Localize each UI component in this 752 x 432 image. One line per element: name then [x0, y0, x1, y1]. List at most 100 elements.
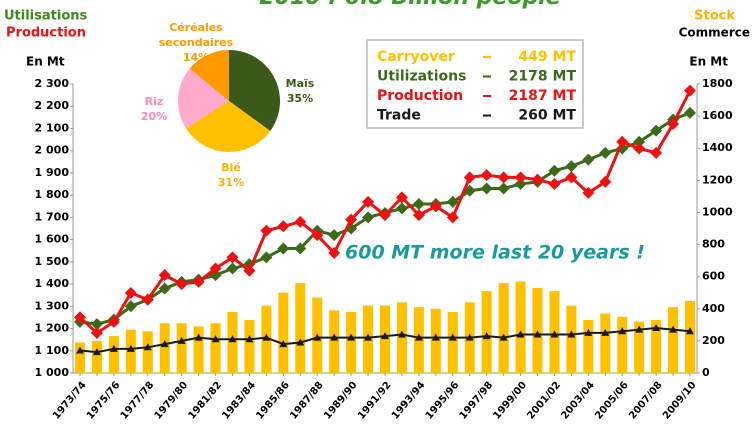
y-tick-label: 1 800 [35, 188, 70, 201]
marker [279, 340, 288, 348]
y-tick-label: 1 300 [35, 299, 70, 312]
marker [92, 348, 101, 356]
x-tick-label: 1995/96 [424, 380, 462, 422]
bar [142, 331, 153, 373]
marker [565, 160, 578, 173]
x-tick-label: 2009/10 [661, 380, 699, 422]
marker [245, 335, 254, 343]
annotation: 600 MT more last 20 years ! [345, 242, 645, 264]
marker [584, 328, 593, 336]
marker [362, 211, 375, 224]
marker [362, 195, 375, 208]
bar [566, 305, 577, 373]
y2-tick-label: 400 [702, 302, 725, 315]
x-tick-label: 1975/76 [85, 380, 123, 422]
bar [227, 311, 238, 373]
pie-value: 31% [217, 176, 245, 189]
marker [669, 325, 678, 333]
marker [328, 246, 341, 259]
marker [548, 164, 561, 177]
marker [124, 300, 137, 313]
x-tick-label: 2001/02 [525, 380, 563, 422]
marker [599, 146, 612, 159]
y-tick-label: 1 600 [35, 233, 70, 246]
marker [601, 328, 610, 336]
bar [668, 307, 679, 373]
bar [193, 326, 204, 373]
marker [633, 142, 646, 155]
bar [583, 320, 594, 373]
y-tick-label: 2 200 [35, 99, 70, 112]
pie-label: Blé 31% [201, 160, 261, 190]
marker [448, 333, 457, 341]
marker [74, 311, 86, 324]
pie-category: Blé [221, 161, 241, 174]
x-tick-label: 1977/78 [119, 380, 157, 422]
x-tick-label: 1997/98 [458, 380, 496, 422]
marker [243, 264, 256, 277]
marker [480, 169, 493, 182]
marker [328, 229, 341, 242]
pie-value: 35% [286, 92, 314, 105]
x-tick-label: 1991/92 [356, 380, 394, 422]
x-tick-label: 2003/04 [559, 380, 597, 422]
y2-unit: En Mt [689, 55, 728, 69]
y2-tick-label: 1200 [702, 173, 733, 186]
bar [481, 291, 492, 373]
pie-category: Céréales secondaires [158, 21, 234, 49]
marker [262, 333, 271, 341]
marker [499, 333, 508, 341]
marker [514, 171, 527, 184]
marker [381, 332, 389, 340]
marker [618, 327, 627, 335]
pie-slice [185, 101, 271, 153]
marker [109, 344, 118, 352]
legend-value: 2178 MT [509, 69, 577, 85]
bar [380, 305, 390, 373]
marker [347, 333, 356, 341]
y-tick-label: 1 700 [35, 210, 70, 223]
marker [667, 118, 680, 131]
bar [346, 311, 357, 373]
marker [412, 209, 425, 222]
legend-value: 449 MT [518, 49, 576, 65]
bar [685, 300, 695, 373]
pie-label: Céréales secondaires 14% [141, 20, 251, 65]
marker [260, 224, 273, 237]
marker [497, 182, 510, 195]
legend-box [366, 39, 584, 129]
marker [90, 318, 103, 331]
x-tick-label: 2007/08 [627, 380, 665, 422]
x-tick-label: 1985/86 [254, 380, 292, 422]
y2-tick-label: 1400 [702, 141, 733, 154]
legend-name: Carryover [377, 49, 455, 65]
y2-tick-label: 0 [702, 366, 710, 379]
x-tick-label: 1973/74 [51, 380, 89, 422]
y-tick-label: 2 300 [35, 77, 70, 90]
bar [244, 320, 255, 373]
marker [345, 213, 358, 226]
pie-value: 20% [140, 110, 168, 123]
marker [226, 262, 239, 275]
bar [108, 336, 119, 373]
bar [634, 321, 645, 373]
pie-slice [189, 50, 229, 101]
y-tick-label: 1 500 [35, 255, 70, 268]
chart-title: 2010 : 6.8 Billion people [259, 0, 560, 10]
x-tick-label: 1981/82 [187, 380, 225, 422]
marker [684, 106, 696, 119]
marker [616, 135, 629, 148]
marker [633, 135, 646, 148]
marker [395, 191, 408, 204]
marker [209, 262, 222, 275]
marker [175, 278, 188, 291]
marker [211, 335, 220, 343]
x-tick-label: 1979/80 [153, 380, 191, 422]
y2-tick-label: 600 [702, 270, 725, 283]
legend-value: 2187 MT [509, 88, 577, 104]
marker [126, 344, 135, 352]
marker [463, 171, 476, 184]
bar [396, 302, 407, 373]
bar [498, 283, 509, 373]
